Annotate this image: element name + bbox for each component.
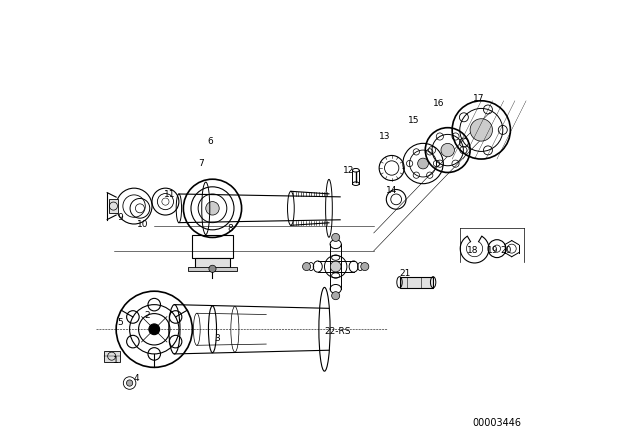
Circle shape [470, 119, 493, 141]
Text: 17: 17 [474, 94, 484, 103]
Circle shape [332, 292, 340, 300]
Text: 7: 7 [198, 159, 204, 168]
Bar [195, 258, 230, 269]
Text: 8: 8 [228, 224, 233, 233]
Text: 11: 11 [164, 190, 175, 199]
Text: 2: 2 [145, 311, 150, 320]
Circle shape [209, 265, 216, 272]
Text: 00003446: 00003446 [472, 418, 522, 428]
Circle shape [332, 233, 340, 241]
Text: 9: 9 [118, 213, 124, 222]
Circle shape [303, 263, 310, 271]
Text: 20: 20 [500, 246, 511, 255]
Bar [109, 199, 118, 213]
Text: 16: 16 [433, 99, 444, 108]
Circle shape [441, 143, 454, 157]
Text: 6: 6 [207, 137, 213, 146]
Text: 21: 21 [399, 269, 411, 278]
Text: 10: 10 [138, 220, 148, 228]
Circle shape [127, 380, 132, 386]
Bar [399, 276, 433, 288]
Text: 13: 13 [380, 132, 390, 141]
Text: 5: 5 [118, 318, 124, 327]
Circle shape [418, 158, 428, 169]
Text: 22-RS: 22-RS [324, 327, 351, 336]
Text: 19: 19 [487, 246, 498, 255]
Text: 14: 14 [386, 186, 397, 195]
Text: 18: 18 [467, 246, 478, 255]
Text: 12: 12 [344, 166, 355, 175]
Bar [188, 267, 237, 271]
Circle shape [330, 261, 341, 272]
Text: 4: 4 [134, 374, 139, 383]
Circle shape [206, 202, 220, 215]
Circle shape [361, 263, 369, 271]
Bar [193, 235, 233, 258]
Text: 1: 1 [113, 356, 119, 365]
Bar [104, 351, 120, 362]
Text: 3: 3 [214, 334, 220, 343]
Circle shape [149, 324, 159, 335]
Text: 15: 15 [408, 116, 420, 125]
